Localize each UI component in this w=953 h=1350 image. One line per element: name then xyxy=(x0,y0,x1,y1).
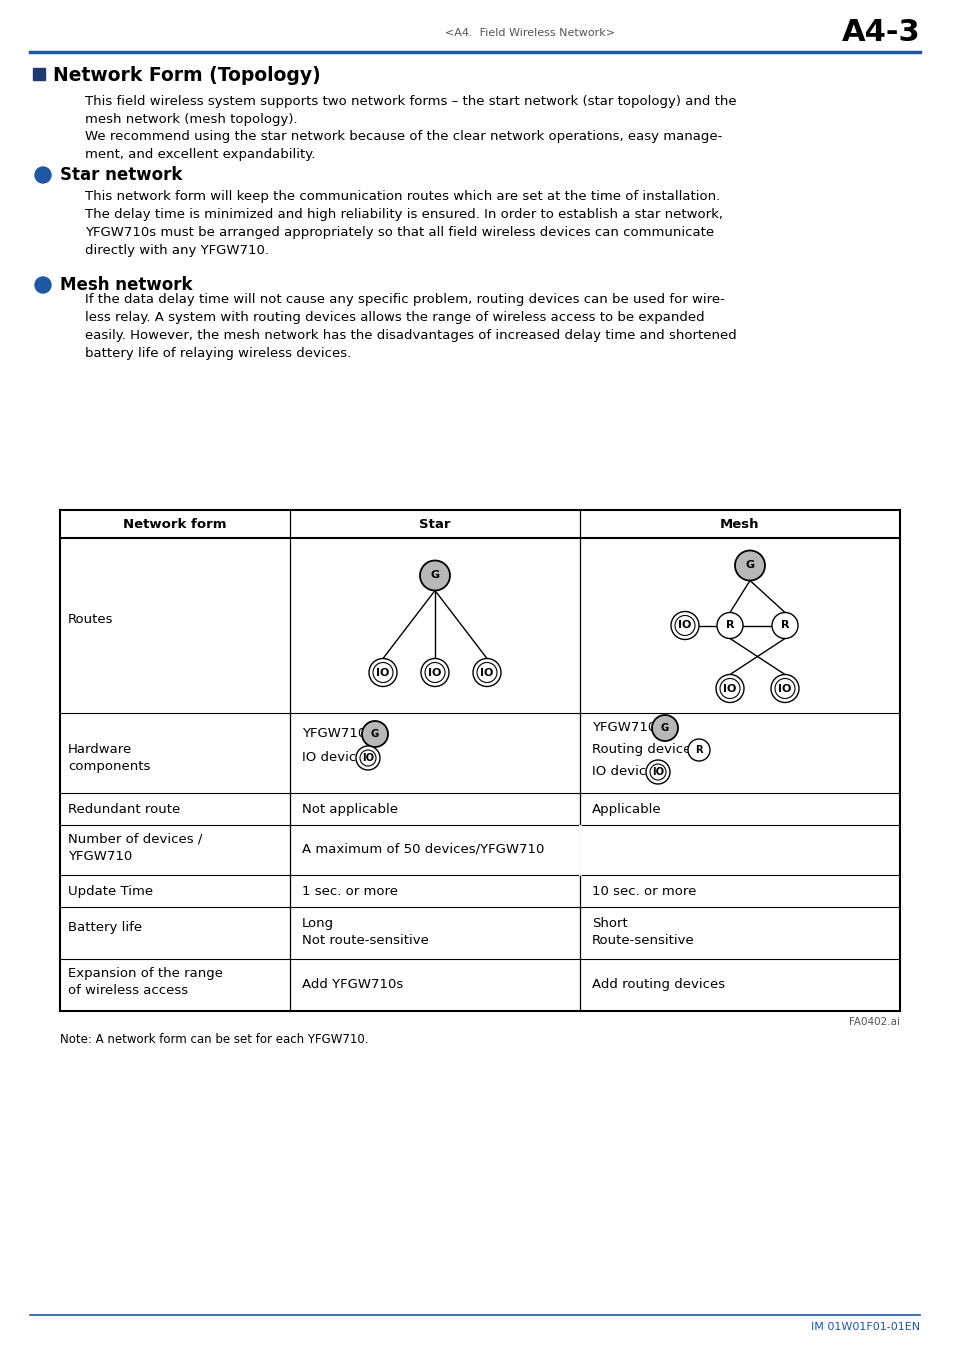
Text: <A4.  Field Wireless Network>: <A4. Field Wireless Network> xyxy=(444,28,615,38)
Text: Note: A network form can be set for each YFGW710.: Note: A network form can be set for each… xyxy=(60,1033,368,1046)
Circle shape xyxy=(675,616,695,636)
Text: IO: IO xyxy=(678,621,691,630)
Text: A4-3: A4-3 xyxy=(841,18,919,47)
Text: Add routing devices: Add routing devices xyxy=(592,977,724,991)
Text: Routes: Routes xyxy=(68,613,113,626)
Circle shape xyxy=(369,659,396,687)
Text: IO: IO xyxy=(479,667,493,678)
Circle shape xyxy=(473,659,500,687)
Text: Expansion of the range
of wireless access: Expansion of the range of wireless acces… xyxy=(68,967,223,998)
Text: This network form will keep the communication routes which are set at the time o: This network form will keep the communic… xyxy=(85,190,722,256)
Text: Mesh network: Mesh network xyxy=(60,275,193,294)
Text: YFGW710: YFGW710 xyxy=(592,721,656,734)
Text: A maximum of 50 devices/YFGW710: A maximum of 50 devices/YFGW710 xyxy=(302,842,544,856)
Circle shape xyxy=(476,663,497,683)
Text: Applicable: Applicable xyxy=(592,803,661,815)
Text: Battery life: Battery life xyxy=(68,921,142,934)
Text: Network form: Network form xyxy=(123,517,227,531)
Circle shape xyxy=(716,675,743,702)
Circle shape xyxy=(419,560,450,590)
Circle shape xyxy=(734,551,764,580)
Text: IO: IO xyxy=(361,753,374,763)
Circle shape xyxy=(717,613,742,639)
Text: Not applicable: Not applicable xyxy=(302,803,397,815)
Text: Routing device: Routing device xyxy=(592,743,691,756)
Circle shape xyxy=(361,721,388,747)
Text: R: R xyxy=(725,621,734,630)
Circle shape xyxy=(373,663,393,683)
Text: Network Form (Topology): Network Form (Topology) xyxy=(53,66,320,85)
Circle shape xyxy=(424,663,444,683)
Circle shape xyxy=(670,612,699,640)
Text: Short
Route-sensitive: Short Route-sensitive xyxy=(592,917,694,946)
Text: R: R xyxy=(780,621,788,630)
Circle shape xyxy=(774,679,794,698)
Circle shape xyxy=(770,675,799,702)
Text: Star: Star xyxy=(418,517,450,531)
Circle shape xyxy=(359,751,375,765)
Text: If the data delay time will not cause any specific problem, routing devices can : If the data delay time will not cause an… xyxy=(85,293,736,360)
Circle shape xyxy=(771,613,797,639)
Text: Star network: Star network xyxy=(60,166,182,184)
Circle shape xyxy=(35,167,51,184)
Text: Number of devices /
YFGW710: Number of devices / YFGW710 xyxy=(68,833,202,863)
Circle shape xyxy=(35,277,51,293)
Text: G: G xyxy=(371,729,378,738)
Text: G: G xyxy=(430,571,439,580)
Text: IO: IO xyxy=(428,667,441,678)
Text: Hardware
components: Hardware components xyxy=(68,743,151,774)
Text: IO: IO xyxy=(778,683,791,694)
Circle shape xyxy=(687,738,709,761)
Text: FA0402.ai: FA0402.ai xyxy=(848,1017,899,1027)
Text: Add YFGW710s: Add YFGW710s xyxy=(302,977,403,991)
Text: Mesh: Mesh xyxy=(720,517,759,531)
Text: IO: IO xyxy=(722,683,736,694)
Text: IO device: IO device xyxy=(302,751,364,764)
Text: IO: IO xyxy=(375,667,389,678)
Circle shape xyxy=(651,716,678,741)
Text: G: G xyxy=(744,560,754,571)
Text: YFGW710: YFGW710 xyxy=(302,728,366,740)
Circle shape xyxy=(420,659,449,687)
Bar xyxy=(33,68,45,80)
Text: Update Time: Update Time xyxy=(68,886,153,898)
Text: IO device: IO device xyxy=(592,765,654,778)
Text: G: G xyxy=(660,724,668,733)
Text: This field wireless system supports two network forms – the start network (star : This field wireless system supports two … xyxy=(85,95,736,126)
Text: 10 sec. or more: 10 sec. or more xyxy=(592,886,696,898)
Text: Redundant route: Redundant route xyxy=(68,803,180,815)
Circle shape xyxy=(649,764,665,780)
Text: R: R xyxy=(695,745,702,755)
Circle shape xyxy=(355,747,379,769)
Text: IO: IO xyxy=(651,767,663,778)
Text: IM 01W01F01-01EN: IM 01W01F01-01EN xyxy=(810,1322,919,1332)
Text: 1 sec. or more: 1 sec. or more xyxy=(302,886,397,898)
Circle shape xyxy=(720,679,740,698)
Text: Long
Not route-sensitive: Long Not route-sensitive xyxy=(302,917,429,946)
Circle shape xyxy=(645,760,669,784)
Text: We recommend using the star network because of the clear network operations, eas: We recommend using the star network beca… xyxy=(85,130,721,161)
